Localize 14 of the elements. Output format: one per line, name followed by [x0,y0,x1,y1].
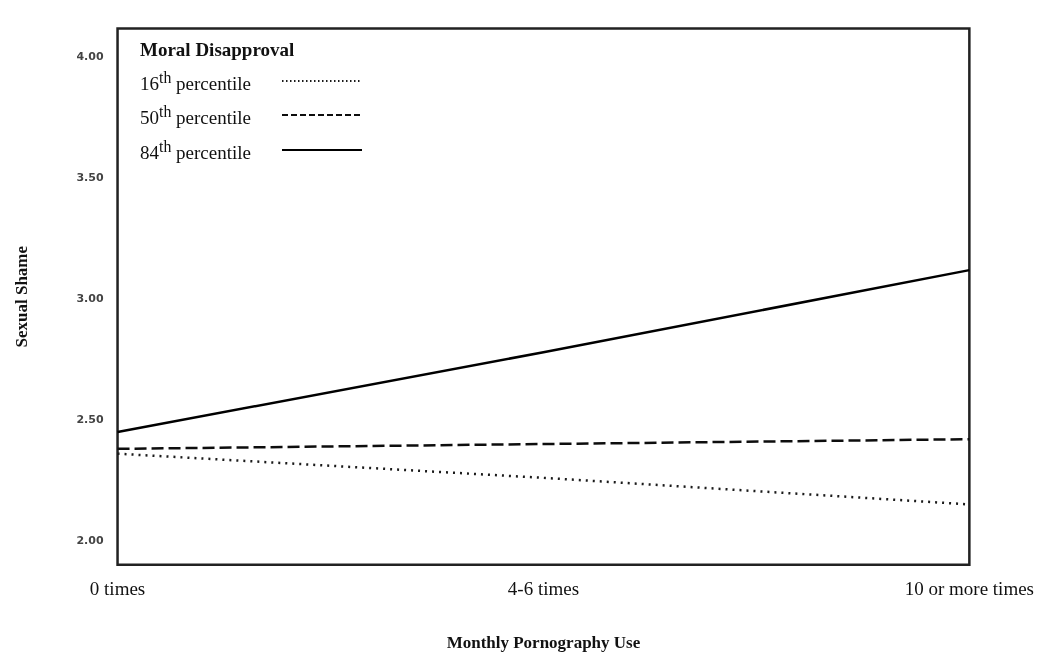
y-tick-label: 3.00 [76,291,104,305]
y-tick-label: 2.00 [76,533,104,547]
y-tick-label: 4.00 [76,50,104,64]
y-axis-title: Sexual Shame [11,245,31,348]
x-tick-label: 0 times [89,578,146,600]
legend-label: 50$^{th}$ percentile [140,102,252,131]
y-tick-label: 3.50 [76,171,104,185]
x-tick-label: 10 or more times [904,578,1034,600]
legend-title: Moral Disapproval [140,38,296,62]
legend-label: 16$^{th}$ percentile [140,68,252,97]
x-tick-label: 4-6 times [507,578,580,600]
legend-label: 84$^{th}$ percentile [140,136,252,165]
y-tick-label: 2.50 [76,412,104,426]
x-axis-title: Monthly Pornography Use [446,633,641,653]
